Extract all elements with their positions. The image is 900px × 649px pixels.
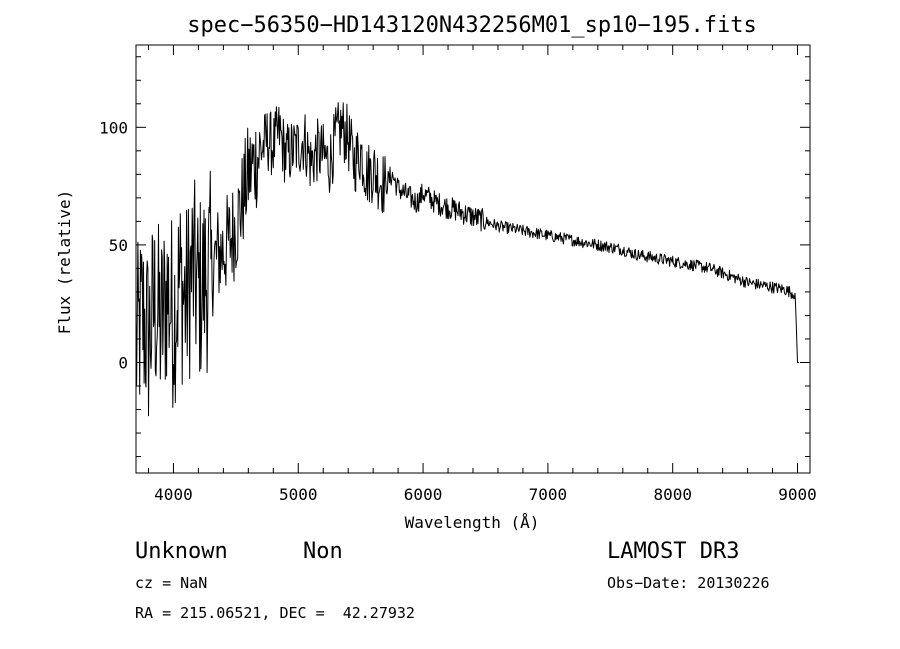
axis-ticks (136, 45, 810, 473)
axis-tick-labels: 4000 5000 6000 7000 8000 9000 0 50 100 (99, 118, 817, 504)
obs-date: Obs−Date: 20130226 (607, 574, 770, 592)
redshift-cz: cz = NaN (135, 574, 208, 592)
x-axis-label: Wavelength (Å) (405, 513, 540, 532)
y-tick-label: 100 (99, 118, 128, 137)
spectrum-line (135, 102, 799, 417)
chart-title: spec−56350−HD143120N432256M01_sp10−195.f… (187, 13, 757, 38)
x-tick-label: 8000 (653, 485, 692, 504)
y-tick-label: 50 (109, 236, 128, 255)
ra-dec-coordinates: RA = 215.06521, DEC = 42.27932 (135, 604, 415, 622)
object-subclass: Non (303, 539, 343, 564)
survey-name: LAMOST DR3 (607, 539, 740, 564)
y-axis-label: Flux (relative) (55, 190, 74, 335)
x-tick-label: 7000 (529, 485, 568, 504)
x-tick-label: 6000 (404, 485, 443, 504)
x-tick-label: 9000 (778, 485, 817, 504)
object-class: Unknown (135, 539, 228, 564)
x-tick-label: 5000 (279, 485, 318, 504)
x-tick-label: 4000 (154, 485, 193, 504)
y-tick-label: 0 (118, 353, 128, 372)
